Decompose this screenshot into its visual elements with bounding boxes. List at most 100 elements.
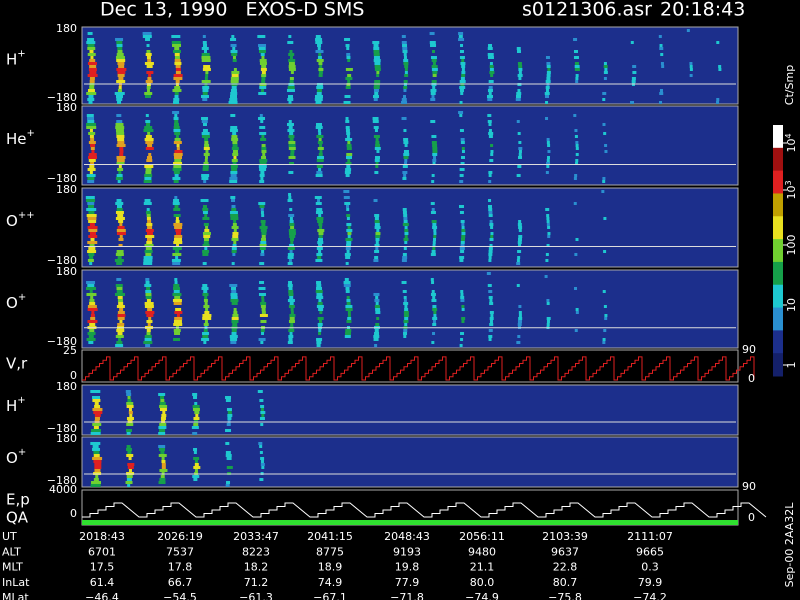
spectrogram-cell <box>174 56 180 59</box>
spectrogram-cell <box>345 86 351 89</box>
spectrogram-cell <box>286 89 295 92</box>
spectrogram-cell <box>259 281 265 284</box>
spectrogram-panel <box>81 436 739 488</box>
spectrogram-cell <box>191 426 199 429</box>
spectrogram-cell <box>261 250 265 253</box>
spectrogram-cell <box>230 174 237 177</box>
spectrogram-cell <box>174 86 181 89</box>
spectrogram-cell <box>173 287 181 290</box>
spectrogram-cell <box>203 65 211 68</box>
spectrogram-cell <box>146 217 151 220</box>
y-tick-label: 180 <box>56 432 77 445</box>
spectrogram-cell <box>430 89 437 92</box>
spectrogram-cell <box>373 199 378 202</box>
spectrogram-cell <box>143 180 152 183</box>
spectrogram-cell <box>488 180 492 183</box>
spectrogram-cell <box>317 129 321 132</box>
spectrogram-cell <box>202 89 209 92</box>
spectrogram-cell <box>118 86 122 89</box>
spectrogram-cell <box>374 159 380 162</box>
spectrogram-cell <box>343 281 351 284</box>
spectrogram-cell <box>289 314 296 317</box>
spectrogram-cell <box>430 44 437 47</box>
spectrogram-cell <box>259 244 267 247</box>
spectrogram-cell <box>118 65 125 68</box>
spectrogram-cell <box>289 56 293 59</box>
spectrogram-cell <box>488 86 493 89</box>
spectrogram-cell <box>174 62 182 65</box>
cell: 79.9 <box>638 576 663 589</box>
colorbar-tick-label: 103 <box>784 180 799 199</box>
spectrogram-cell <box>193 423 199 426</box>
energy-steps <box>82 502 767 518</box>
spectrogram-cell <box>203 180 207 183</box>
spectrogram-cell <box>459 259 464 262</box>
spectrogram-cell <box>147 238 153 241</box>
spectrogram-cell <box>174 59 181 62</box>
spectrogram-cell <box>117 226 125 229</box>
spectrogram-cell <box>602 290 606 293</box>
spectrogram-cell <box>319 226 323 229</box>
cell: 19.8 <box>395 561 420 574</box>
spectrogram-cell <box>288 144 296 147</box>
spectrogram-cell <box>173 199 180 202</box>
spectrogram-cell <box>432 86 436 89</box>
spectrogram-cell <box>489 223 494 226</box>
spectrogram-cell <box>88 253 95 256</box>
cell: −46.4 <box>85 591 119 600</box>
colorbar-segment <box>773 307 783 331</box>
spectrogram-pattern <box>85 111 608 183</box>
spectrogram-cell <box>546 71 551 74</box>
spectrogram-cell <box>226 408 232 411</box>
spectrogram-cell <box>603 305 607 308</box>
spectrogram-cell <box>487 120 492 123</box>
spectrogram-cell <box>431 68 438 71</box>
spectrogram-cell <box>602 92 607 95</box>
spectrogram-cell <box>233 68 237 71</box>
spectrogram-cell <box>90 432 101 435</box>
spectrogram-cell <box>460 241 465 244</box>
spectrogram-cell <box>115 202 124 205</box>
spectrogram-cell <box>192 408 200 411</box>
spectrogram-cell <box>89 80 95 83</box>
spectrogram-cell <box>160 399 165 402</box>
spectrogram-cell <box>87 241 98 244</box>
spectrogram-cell <box>431 220 437 223</box>
spectrogram-cell <box>229 211 238 214</box>
spectrogram-cell <box>90 296 94 299</box>
cell: 9193 <box>393 545 421 558</box>
spectrogram-cell <box>159 402 166 405</box>
spectrogram-cell <box>345 120 350 123</box>
spectrogram-cell <box>343 101 351 104</box>
spectrogram-cell <box>461 308 465 311</box>
spectrogram-cell <box>289 50 293 53</box>
spectrogram-cell <box>87 47 96 50</box>
panel-label: E,p <box>6 491 30 509</box>
spectrogram-cell <box>175 71 181 74</box>
spectrogram-cell <box>461 305 465 308</box>
spectrogram-cell <box>202 123 207 126</box>
spectrogram-cell <box>547 144 551 147</box>
spectrogram-panel <box>81 384 739 436</box>
spectrogram-cell <box>116 53 124 56</box>
spectrogram-cell <box>403 174 407 177</box>
spectrogram-cell <box>603 62 607 65</box>
spectrogram-cell <box>346 320 352 323</box>
spectrogram-pattern <box>86 272 608 347</box>
spectrogram-cell <box>231 226 239 229</box>
spectrogram-cell <box>126 432 131 435</box>
spectrogram-cell <box>145 53 152 56</box>
spectrogram-cell <box>344 95 351 98</box>
cell: 80.7 <box>553 576 578 589</box>
spectrogram-cell <box>86 114 94 117</box>
spectrogram-cell <box>89 77 95 80</box>
spectrogram-cell <box>287 86 295 89</box>
spectrogram-cell <box>289 250 293 253</box>
spectrogram-cell <box>289 220 294 223</box>
y-tick-label: 180 <box>56 22 77 35</box>
spectrogram-cell <box>490 235 494 238</box>
spectrogram-cell <box>176 244 180 247</box>
spectrogram-cell <box>403 299 407 302</box>
spectrogram-cell <box>516 92 522 95</box>
spectrogram-cell <box>659 47 664 50</box>
